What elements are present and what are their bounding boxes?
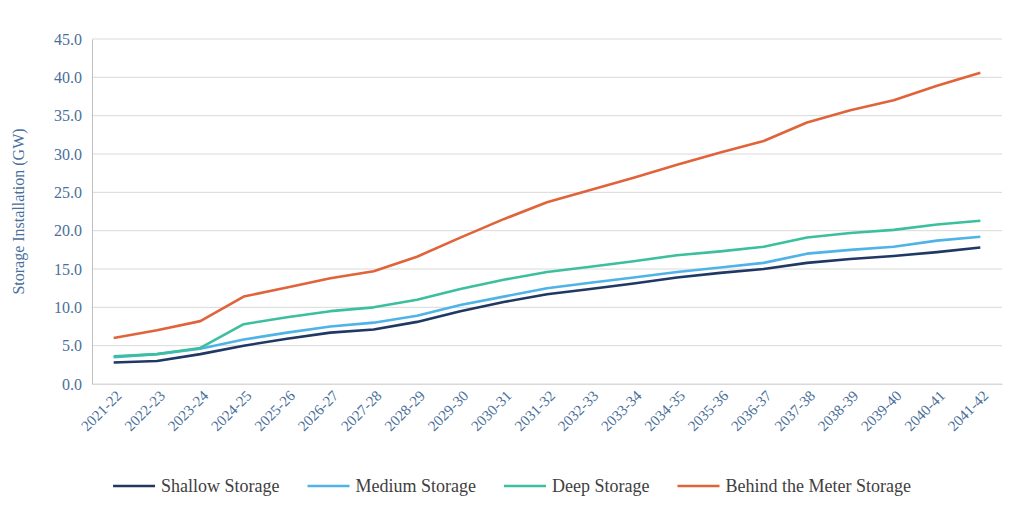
x-tick: 2024-25 [208, 388, 255, 435]
x-tick: 2021-22 [78, 388, 125, 435]
x-tick-label: 2023-24 [165, 387, 212, 434]
legend-label: Deep Storage [552, 476, 649, 496]
y-tick: 5.0 [62, 337, 82, 354]
y-tick: 35.0 [54, 107, 82, 124]
x-axis: 2021-222022-232023-242024-252025-262026-… [78, 385, 1002, 435]
x-tick-label: 2034-35 [641, 388, 688, 435]
y-tick: 40.0 [54, 69, 82, 86]
x-tick-label: 2021-22 [78, 388, 125, 435]
grid-line [92, 384, 1002, 385]
legend-label: Behind the Meter Storage [726, 476, 911, 496]
legend-item: Shallow Storage [113, 476, 280, 496]
x-tick-label: 2024-25 [208, 388, 255, 435]
y-tick: 30.0 [54, 146, 82, 163]
grid-line [92, 345, 1002, 346]
x-tick: 2026-27 [295, 387, 342, 434]
x-tick: 2034-35 [641, 388, 688, 435]
y-tick-label: 30.0 [54, 146, 82, 163]
x-axis-line [93, 384, 1003, 385]
x-tick-label: 2026-27 [295, 387, 342, 434]
x-tick: 2041-42 [945, 388, 992, 435]
grid-line [92, 307, 1002, 308]
x-tick: 2039-40 [858, 388, 905, 435]
x-tick-label: 2030-31 [468, 388, 515, 435]
legend-swatch [113, 485, 155, 488]
y-tick-label: 35.0 [54, 107, 82, 124]
grid-line [92, 77, 1002, 78]
y-axis-line [92, 40, 93, 385]
y-tick: 45.0 [54, 31, 82, 48]
y-tick-label: 5.0 [62, 337, 82, 354]
y-axis-title: Storage Installation (GW) [10, 128, 28, 294]
y-tick-label: 25.0 [54, 184, 82, 201]
grid [92, 39, 1002, 384]
series-line [114, 248, 981, 363]
x-tick-label: 2038-39 [815, 388, 862, 435]
x-tick: 2040-41 [901, 388, 948, 435]
y-tick: 0.0 [62, 376, 82, 393]
x-tick-label: 2035-36 [685, 387, 732, 434]
y-tick-label: 40.0 [54, 69, 82, 86]
x-tick: 2035-36 [685, 387, 732, 434]
x-tick: 2031-32 [511, 388, 558, 435]
y-tick-label: 0.0 [62, 376, 82, 393]
x-tick: 2027-28 [338, 388, 385, 435]
x-tick-label: 2039-40 [858, 388, 905, 435]
x-tick-label: 2025-26 [251, 387, 298, 434]
x-tick: 2022-23 [121, 388, 168, 435]
x-tick: 2037-38 [771, 388, 818, 435]
x-tick: 2036-37 [728, 387, 775, 434]
x-tick: 2030-31 [468, 388, 515, 435]
grid-line [92, 192, 1002, 193]
x-tick-label: 2027-28 [338, 388, 385, 435]
x-tick-label: 2032-33 [555, 388, 602, 435]
y-tick: 20.0 [54, 222, 82, 239]
x-tick: 2029-30 [425, 388, 472, 435]
x-tick-label: 2033-34 [598, 387, 645, 434]
x-tick: 2028-29 [381, 388, 428, 435]
y-tick: 10.0 [54, 299, 82, 316]
legend: Shallow Storage Medium Storage Deep Storag… [113, 476, 911, 496]
plot-area [114, 73, 981, 363]
legend-item: Deep Storage [504, 476, 649, 496]
y-tick: 15.0 [54, 261, 82, 278]
x-tick-label: 2036-37 [728, 387, 775, 434]
x-tick: 2038-39 [815, 388, 862, 435]
x-tick-label: 2041-42 [945, 388, 992, 435]
grid-line [92, 39, 1002, 40]
y-axis: 0.0 5.0 10.0 15.0 20.0 25.0 30.0 35.0 40.0 45.0 [54, 31, 93, 393]
legend-swatch [504, 485, 546, 488]
y-tick-label: 20.0 [54, 222, 82, 239]
x-tick-label: 2037-38 [771, 388, 818, 435]
x-tick-label: 2022-23 [121, 388, 168, 435]
grid-line [92, 115, 1002, 116]
series-line [114, 221, 981, 357]
x-tick-label: 2040-41 [901, 388, 948, 435]
x-tick: 2023-24 [165, 387, 212, 434]
x-tick-label: 2029-30 [425, 388, 472, 435]
x-tick: 2032-33 [555, 388, 602, 435]
legend-swatch [678, 485, 720, 488]
y-tick-label: 15.0 [54, 261, 82, 278]
y-tick: 25.0 [54, 184, 82, 201]
y-tick-label: 10.0 [54, 299, 82, 316]
y-tick-label: 45.0 [54, 31, 82, 48]
legend-label: Medium Storage [356, 476, 476, 496]
x-tick-label: 2028-29 [381, 388, 428, 435]
legend-item: Medium Storage [308, 476, 476, 496]
chart: 0.0 5.0 10.0 15.0 20.0 25.0 30.0 35.0 40.0 45.0 20… [0, 0, 1024, 521]
legend-item: Behind the Meter Storage [678, 476, 911, 496]
grid-line [92, 269, 1002, 270]
x-tick: 2025-26 [251, 387, 298, 434]
legend-label: Shallow Storage [161, 476, 280, 496]
x-tick: 2033-34 [598, 387, 645, 434]
legend-swatch [308, 485, 350, 488]
grid-line [92, 154, 1002, 155]
series-line [114, 73, 981, 338]
x-tick-label: 2031-32 [511, 388, 558, 435]
